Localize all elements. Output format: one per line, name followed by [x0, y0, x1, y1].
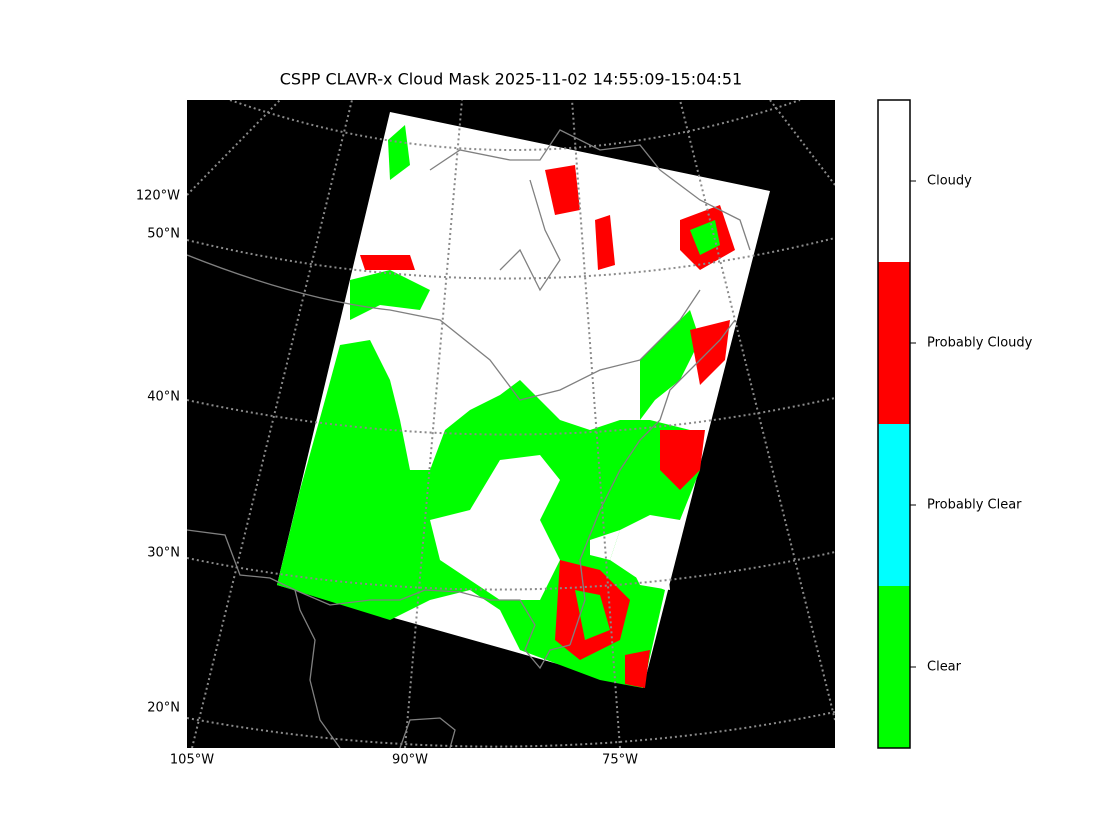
- coastline: [429, 129, 751, 251]
- graticule: [187, 551, 835, 591]
- mask-region: [360, 255, 415, 270]
- graticule: [187, 100, 281, 196]
- lon-label: 120°W: [136, 189, 180, 204]
- mask-region: [620, 540, 670, 590]
- title: CSPP CLAVR-x Cloud Mask 2025-11-02 14:55…: [280, 70, 742, 89]
- coastline: [187, 254, 701, 401]
- graticule: [187, 397, 835, 436]
- graticule: [191, 100, 353, 748]
- coastline: [399, 717, 456, 748]
- lat-label: 20°N: [147, 701, 180, 716]
- graticule: [187, 237, 835, 280]
- colorbar-band: [878, 100, 910, 262]
- colorbar-label: Probably Cloudy: [927, 336, 1033, 351]
- mask-region: [430, 455, 560, 600]
- mask-region: [595, 215, 615, 270]
- lon-label: 90°W: [392, 753, 428, 768]
- coastline: [499, 179, 561, 292]
- lat-label: 50°N: [147, 227, 180, 242]
- coastline: [569, 319, 736, 646]
- probably-cloudy-regions: [360, 165, 735, 688]
- coastline: [294, 589, 341, 748]
- mask-region: [625, 650, 650, 688]
- mask-region: [590, 530, 620, 560]
- colorbar-label: Cloudy: [927, 174, 972, 189]
- lon-label: 75°W: [602, 753, 638, 768]
- colorbar-band: [878, 424, 910, 586]
- graticule: [404, 100, 463, 748]
- colorbar-label: Probably Clear: [927, 498, 1022, 513]
- lat-label: 30°N: [147, 546, 180, 561]
- lat-label: 40°N: [147, 390, 180, 405]
- mask-region: [388, 125, 410, 180]
- graticule: [571, 100, 621, 748]
- colorbar: Clear Probably Clear Probably Cloudy Cloudy: [877, 99, 1033, 749]
- mask-region: [640, 310, 700, 420]
- mask-region: [545, 165, 580, 215]
- lon-label: 105°W: [170, 753, 214, 768]
- colorbar-label: Clear: [927, 660, 962, 675]
- mask-region: [660, 430, 705, 490]
- mask-region: [690, 320, 730, 385]
- colorbar-frame: [877, 99, 911, 749]
- axis-labels: 120°W 50°N 40°N 30°N 20°N 105°W 90°W 75°…: [136, 189, 638, 768]
- graticule: [679, 100, 835, 721]
- graticule: [187, 711, 835, 748]
- map: [187, 100, 835, 748]
- colorbar-band: [878, 262, 910, 424]
- colorbar-band: [878, 586, 910, 748]
- coastline: [187, 529, 571, 670]
